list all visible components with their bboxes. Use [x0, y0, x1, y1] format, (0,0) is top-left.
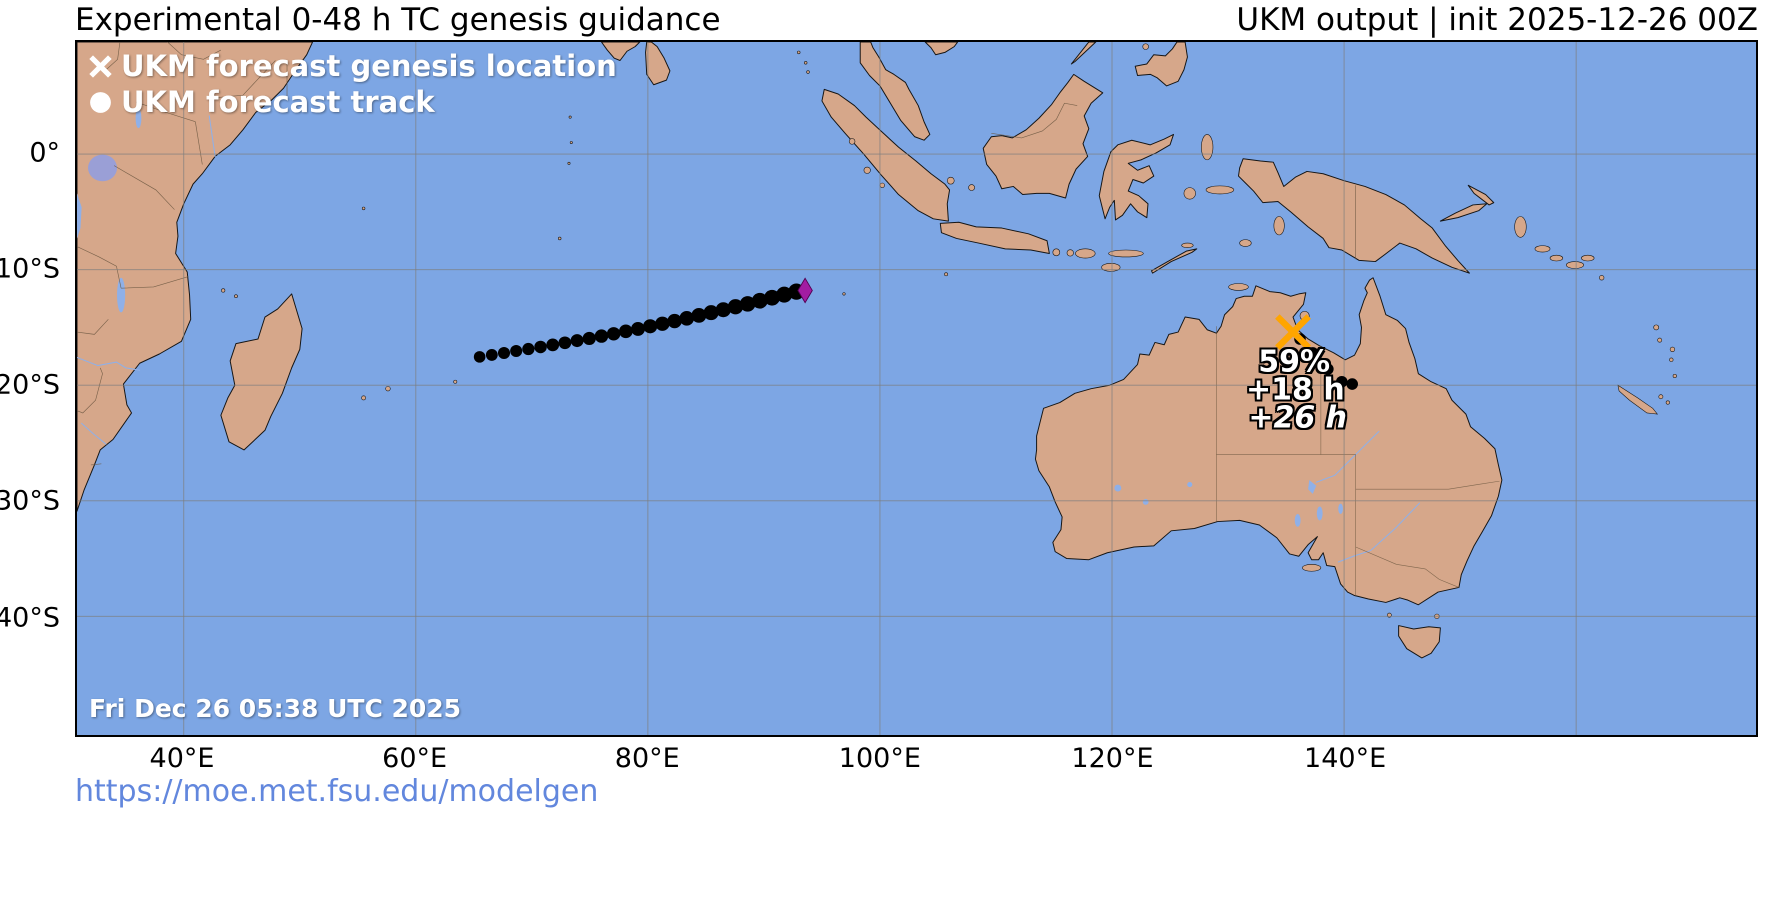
track-dot — [485, 349, 498, 361]
track-dot — [606, 327, 621, 341]
lon-tick-label: 60°E — [382, 743, 448, 774]
map-timestamp: Fri Dec 26 05:38 UTC 2025 — [89, 694, 462, 723]
track-dot — [764, 289, 780, 306]
track-dot — [703, 305, 719, 321]
track-dot — [618, 324, 633, 339]
track-dot — [1322, 363, 1334, 375]
india-tip — [600, 42, 641, 61]
track-dot — [655, 316, 670, 331]
model-init-title: UKM output | init 2025-12-26 00Z — [1236, 2, 1758, 38]
basemap-svg — [77, 42, 1756, 735]
tasmania — [1398, 625, 1441, 659]
track-dot — [558, 336, 572, 350]
genesis-x-marker — [1275, 314, 1311, 350]
lon-tick-label: 40°E — [149, 743, 215, 774]
lon-tick-label: 100°E — [838, 743, 921, 774]
track-dot — [570, 334, 584, 348]
track-dot — [667, 313, 682, 329]
lat-tick-label: 20°S — [0, 369, 60, 401]
track-dot — [1306, 347, 1319, 359]
sumatra — [821, 88, 951, 222]
lat-tick-label: 40°S — [0, 602, 60, 634]
track-dot — [546, 338, 560, 352]
legend-genesis-label: UKM forecast genesis location — [121, 49, 617, 83]
java — [939, 221, 1050, 254]
track-dot — [751, 292, 768, 309]
track-end-diamond-marker — [797, 277, 813, 304]
borneo — [982, 73, 1104, 199]
lon-tick-label: 140°E — [1304, 743, 1387, 774]
track-dot — [534, 340, 547, 354]
indochina-corner — [924, 42, 959, 56]
track-dot — [1335, 375, 1348, 388]
lakes-rivers — [77, 108, 1421, 563]
track-dot — [643, 319, 658, 334]
track-dot — [473, 351, 486, 363]
new-guinea — [1237, 158, 1470, 274]
state-borders — [1216, 326, 1500, 597]
lon-tick-label: 80°E — [614, 743, 680, 774]
track-dot — [522, 342, 535, 356]
country-borders — [77, 42, 1357, 466]
small-islands — [221, 43, 1677, 619]
track-dot — [1346, 378, 1359, 390]
track-dot — [679, 311, 695, 326]
new-ireland — [1467, 184, 1495, 206]
grid-lines — [77, 42, 1756, 735]
map-canvas: UKM forecast genesis location UKM foreca… — [75, 40, 1758, 737]
track-dot — [594, 329, 609, 343]
legend-track-label: UKM forecast track — [121, 85, 435, 119]
track-dot — [497, 346, 511, 359]
lat-tick-label: 10°S — [0, 253, 60, 285]
track-dot — [739, 296, 756, 312]
track-dot — [691, 308, 707, 323]
track-dot — [582, 331, 596, 345]
africa-landmass — [77, 42, 314, 512]
track-dot — [631, 321, 645, 336]
longitude-axis: 40°E 60°E 80°E 100°E 120°E 140°E — [75, 741, 1758, 779]
sri-lanka — [645, 42, 671, 86]
legend-track-row: UKM forecast track — [87, 84, 617, 120]
legend-genesis-row: UKM forecast genesis location — [87, 48, 617, 84]
marker-layer — [797, 277, 1311, 350]
track-dot — [727, 299, 744, 315]
palawan — [1070, 42, 1097, 65]
map-legend: UKM forecast genesis location UKM foreca… — [87, 48, 617, 120]
australia — [1034, 277, 1503, 606]
track-dot — [715, 302, 731, 318]
mindanao — [1134, 42, 1188, 87]
lon-tick-label: 120°E — [1071, 743, 1154, 774]
lat-tick-label: 0° — [29, 137, 60, 169]
track-dots-layer — [473, 283, 1359, 390]
track-dot-icon — [87, 87, 121, 117]
basemap — [77, 42, 1677, 659]
new-britain — [1439, 203, 1488, 222]
sulawesi — [1098, 133, 1175, 221]
page-title: Experimental 0-48 h TC genesis guidance — [75, 2, 721, 38]
source-url-link[interactable]: https://moe.met.fsu.edu/modelgen — [75, 774, 599, 809]
lat-tick-label: 30°S — [0, 485, 60, 517]
track-dot — [776, 286, 793, 303]
genesis-x-icon — [87, 51, 121, 81]
madagascar — [220, 293, 303, 451]
track-dot — [510, 344, 523, 358]
latitude-axis: 0° 10°S 20°S 30°S 40°S — [0, 40, 66, 737]
